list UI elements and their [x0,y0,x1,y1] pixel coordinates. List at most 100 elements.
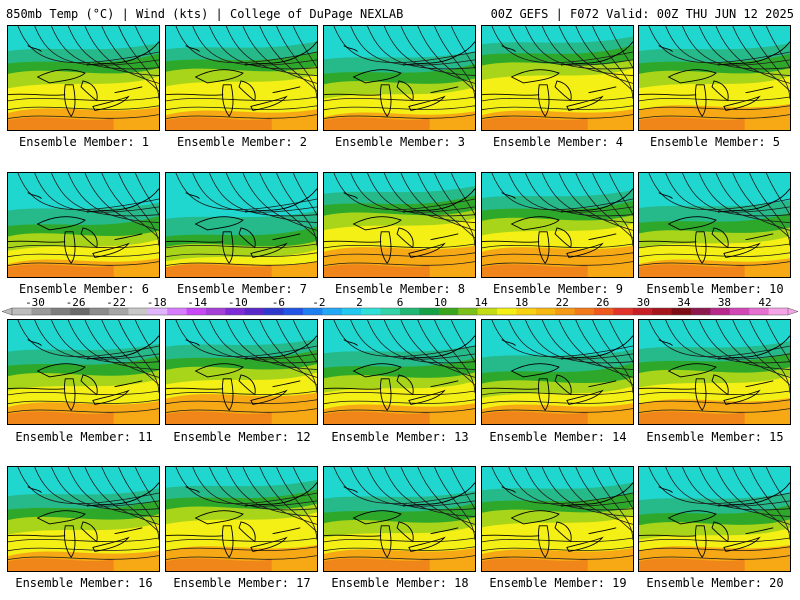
colorbar-swatch [477,308,498,315]
colorbar-swatch [555,308,576,315]
ensemble-member-label: Ensemble Member: 4 [492,135,624,149]
ensemble-member-label: Ensemble Member: 19 [489,576,627,590]
colorbar-tick-label: -14 [187,296,207,309]
ensemble-member-label: Ensemble Member: 7 [176,282,308,296]
ensemble-member-label: Ensemble Member: 13 [331,430,469,444]
ensemble-member-label: Ensemble Member: 1 [18,135,150,149]
ensemble-panel-15 [638,319,791,425]
colorbar-swatch [341,308,362,315]
ensemble-member-label: Ensemble Member: 16 [15,576,153,590]
ensemble-panel-3 [323,25,476,131]
temperature-map-15 [639,320,790,424]
colorbar-tick-label: 34 [677,296,691,309]
ensemble-panel-4 [481,25,634,131]
colorbar-swatch [458,308,479,315]
temperature-map-2 [166,26,317,130]
colorbar-swatch [613,308,634,315]
ensemble-member-label: Ensemble Member: 6 [18,282,150,296]
temperature-map-7 [166,173,317,277]
temperature-map-5 [639,26,790,130]
ensemble-panel-18 [323,466,476,572]
colorbar-swatch [303,308,323,315]
ensemble-panel-1 [7,25,160,131]
colorbar-swatch [89,308,110,315]
temperature-map-1 [8,26,159,130]
temperature-map-19 [482,467,633,571]
temperature-colorbar: -30 -26 -22 -18 -14 -10 -6 -2 2 6 10 14 18 22 26 30 34 38… [1,296,799,316]
colorbar-swatch [50,308,71,315]
ensemble-member-label: Ensemble Member: 12 [173,430,311,444]
colorbar-tick-label: 18 [515,296,528,309]
colorbar-tick-label: -22 [106,296,126,309]
colorbar-tick-label: 2 [356,296,363,309]
temperature-map-10 [639,173,790,277]
colorbar-tick-label: -18 [147,296,167,309]
colorbar-tick-label: 10 [434,296,447,309]
ensemble-member-label: Ensemble Member: 14 [489,430,627,444]
colorbar-tick-label: 30 [637,296,650,309]
temperature-map-6 [8,173,159,277]
colorbar-tick-label: -30 [25,296,45,309]
ensemble-member-label: Ensemble Member: 17 [173,576,311,590]
colorbar-swatch [128,308,149,315]
ensemble-member-label: Ensemble Member: 18 [331,576,469,590]
ensemble-panel-2 [165,25,318,131]
colorbar-swatch [671,308,692,315]
colorbar-swatch [244,308,265,315]
ensemble-member-label: Ensemble Member: 9 [492,282,624,296]
temperature-map-3 [324,26,475,130]
colorbar-swatch [361,308,382,315]
colorbar-swatch [535,308,556,315]
colorbar-swatch [225,308,246,315]
temperature-map-13 [324,320,475,424]
temperature-map-9 [482,173,633,277]
colorbar-swatch [768,308,789,315]
ensemble-member-label: Ensemble Member: 11 [15,430,153,444]
ensemble-member-label: Ensemble Member: 5 [649,135,781,149]
colorbar-max-arrow [787,307,799,316]
colorbar-tick-label: 22 [556,296,569,309]
ensemble-member-label: Ensemble Member: 2 [176,135,308,149]
temperature-map-20 [639,467,790,571]
colorbar-swatch [283,308,304,315]
colorbar-swatch [594,308,614,315]
colorbar-swatch [710,308,731,315]
colorbar-swatch [400,308,420,315]
temperature-map-8 [324,173,475,277]
temperature-map-12 [166,320,317,424]
colorbar-swatch [70,308,91,315]
colorbar-tick-label: 42 [758,296,771,309]
ensemble-panel-12 [165,319,318,425]
ensemble-panel-6 [7,172,160,278]
ensemble-panel-16 [7,466,160,572]
colorbar-swatch [206,308,226,315]
colorbar-swatch [497,308,517,315]
colorbar-swatch [31,308,52,315]
colorbar-swatch [574,308,595,315]
ensemble-panel-17 [165,466,318,572]
colorbar-swatch [632,308,653,315]
colorbar-tick-label: 38 [718,296,731,309]
ensemble-panel-10 [638,172,791,278]
temperature-map-17 [166,467,317,571]
colorbar-min-arrow [1,307,13,316]
colorbar-tick-label: -6 [272,296,285,309]
colorbar-swatch [167,308,188,315]
ensemble-panel-7 [165,172,318,278]
colorbar-swatch [264,308,285,315]
temperature-map-16 [8,467,159,571]
colorbar-swatch [419,308,440,315]
colorbar-tick-label: 26 [596,296,609,309]
colorbar-tick-label: -10 [228,296,248,309]
colorbar-swatch [380,308,401,315]
colorbar-swatch [652,308,673,315]
colorbar-swatch [147,308,168,315]
colorbar-swatch [438,308,459,315]
header-run-info: 00Z GEFS | F072 Valid: 00Z THU JUN 12 20… [490,7,794,21]
ensemble-member-label: Ensemble Member: 3 [334,135,466,149]
temperature-map-14 [482,320,633,424]
colorbar-swatch [749,308,770,315]
ensemble-member-label: Ensemble Member: 8 [334,282,466,296]
ensemble-member-label: Ensemble Member: 20 [646,576,784,590]
colorbar-tick-label: 6 [397,296,404,309]
